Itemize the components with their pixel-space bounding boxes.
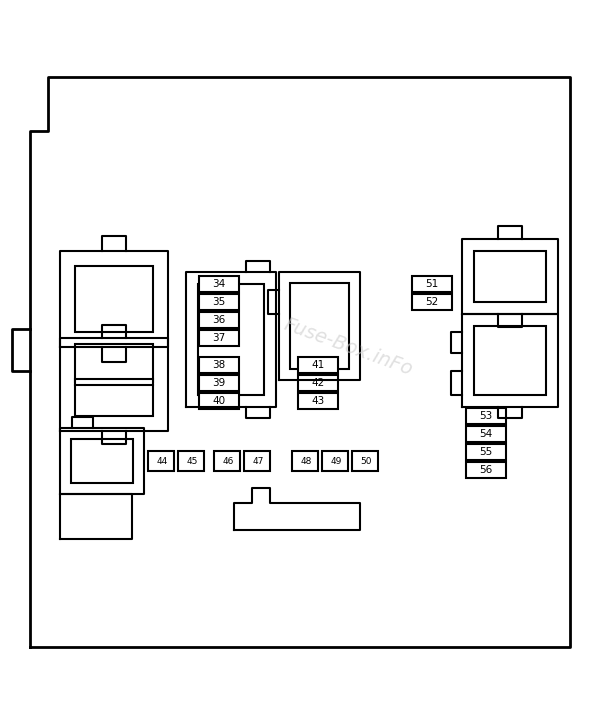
Text: 48: 48 <box>301 457 311 465</box>
Text: 43: 43 <box>311 396 325 406</box>
Bar <box>244 452 270 470</box>
Bar <box>199 294 239 309</box>
Text: 44: 44 <box>157 457 167 465</box>
Bar <box>474 251 546 302</box>
Bar <box>412 276 452 292</box>
Text: 56: 56 <box>479 465 493 475</box>
Text: 54: 54 <box>479 429 493 439</box>
Text: 35: 35 <box>212 297 226 307</box>
Text: 55: 55 <box>479 447 493 457</box>
Bar <box>199 330 239 346</box>
Text: 47: 47 <box>253 457 263 465</box>
Text: 52: 52 <box>425 297 439 307</box>
Bar <box>352 452 378 470</box>
Bar <box>466 426 506 442</box>
Text: 40: 40 <box>212 396 226 406</box>
Text: 49: 49 <box>331 457 341 465</box>
Bar <box>199 357 239 373</box>
Bar <box>199 393 239 409</box>
Text: Fuse-Box.inFo: Fuse-Box.inFo <box>281 314 415 379</box>
Bar <box>199 276 239 292</box>
Text: 41: 41 <box>311 360 325 370</box>
Bar <box>322 452 348 470</box>
Text: 36: 36 <box>212 315 226 325</box>
Bar <box>466 462 506 477</box>
Bar <box>75 266 153 332</box>
Bar <box>199 376 239 391</box>
Text: 45: 45 <box>187 457 197 465</box>
Bar <box>474 326 546 395</box>
Bar <box>148 452 174 470</box>
Bar <box>290 283 349 369</box>
Bar <box>298 357 338 373</box>
Bar <box>198 284 264 395</box>
Bar <box>466 444 506 460</box>
Text: 46: 46 <box>223 457 233 465</box>
Bar <box>466 409 506 424</box>
Bar <box>298 376 338 391</box>
Text: 38: 38 <box>212 360 226 370</box>
Text: 50: 50 <box>360 457 372 465</box>
Bar <box>178 452 204 470</box>
Bar <box>292 452 318 470</box>
Text: 34: 34 <box>212 279 226 289</box>
Text: 37: 37 <box>212 333 226 343</box>
Bar <box>298 393 338 409</box>
Text: 51: 51 <box>425 279 439 289</box>
Bar <box>75 344 153 381</box>
Bar <box>75 378 153 416</box>
Bar <box>214 452 240 470</box>
Bar <box>71 439 133 483</box>
Text: 53: 53 <box>479 411 493 421</box>
Text: 39: 39 <box>212 378 226 388</box>
Bar <box>199 312 239 328</box>
Bar <box>412 294 452 309</box>
Text: 42: 42 <box>311 378 325 388</box>
